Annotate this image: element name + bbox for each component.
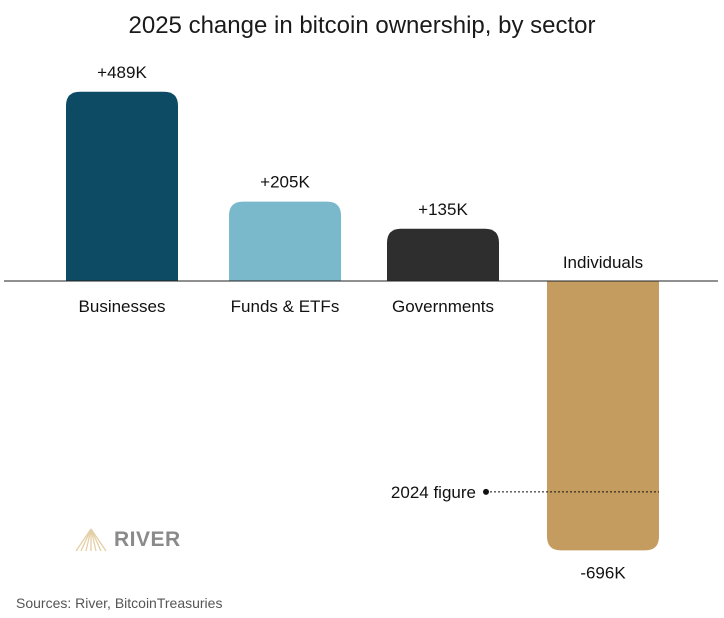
source-note: Sources: River, BitcoinTreasuries xyxy=(16,595,223,611)
bar-3 xyxy=(547,281,659,551)
category-label: Individuals xyxy=(563,253,643,272)
category-label: Funds & ETFs xyxy=(231,297,340,316)
river-logo-icon xyxy=(75,528,107,552)
chart-title: 2025 change in bitcoin ownership, by sec… xyxy=(128,12,596,39)
river-logo-text: RIVER xyxy=(114,528,181,551)
data-label: +205K xyxy=(260,173,310,192)
river-logo: RIVER xyxy=(74,528,181,552)
category-label: Businesses xyxy=(79,297,166,316)
reference-label: 2024 figure xyxy=(391,483,476,502)
data-label: +135K xyxy=(418,200,468,219)
bar-0 xyxy=(66,91,178,281)
reference-dot xyxy=(483,488,489,495)
bar-1 xyxy=(229,201,341,281)
data-label: +489K xyxy=(97,63,147,82)
category-label: Governments xyxy=(392,297,494,316)
bar-2 xyxy=(387,228,499,281)
data-label: -696K xyxy=(580,563,626,582)
